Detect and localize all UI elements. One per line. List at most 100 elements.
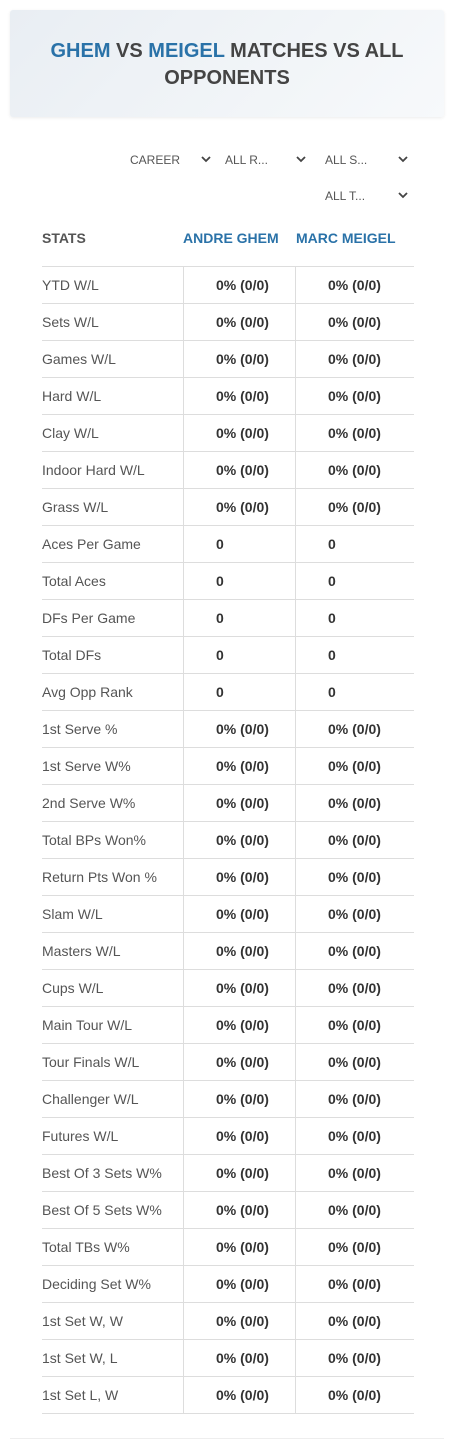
stat-label: Grass W/L [42, 499, 109, 515]
stat-label: DFs Per Game [42, 610, 136, 626]
stat-value: 0% (0/0) [216, 943, 269, 959]
filter-dropdown[interactable]: CAREER [125, 148, 215, 172]
stat-label: Futures W/L [42, 1128, 119, 1144]
stat-value: 0 [328, 573, 336, 589]
stat-value: 0% (0/0) [216, 425, 269, 441]
row-divider [42, 747, 414, 748]
stat-label: Sets W/L [42, 314, 99, 330]
row-divider [42, 821, 414, 822]
stat-value: 0% (0/0) [328, 1165, 381, 1181]
stat-value: 0 [328, 610, 336, 626]
stat-label: 1st Set W, W [42, 1313, 123, 1329]
stat-value: 0% (0/0) [216, 1313, 269, 1329]
row-divider [42, 895, 414, 896]
row-divider [42, 1339, 414, 1340]
column-header: MARC MEIGEL [296, 230, 396, 246]
stat-value: 0% (0/0) [328, 906, 381, 922]
stat-value: 0 [328, 647, 336, 663]
stat-value: 0% (0/0) [216, 314, 269, 330]
stat-value: 0% (0/0) [328, 1313, 381, 1329]
row-divider [42, 858, 414, 859]
vs: VS [116, 40, 143, 62]
title: GHEM VS MEIGEL MATCHES VS ALL OPPONENTS [30, 38, 424, 92]
player2: MEIGEL [148, 40, 225, 62]
player1: GHEM [50, 40, 111, 62]
row-divider [42, 1117, 414, 1118]
stat-value: 0% (0/0) [216, 1017, 269, 1033]
row-divider [42, 1228, 414, 1229]
row-divider [42, 488, 414, 489]
stat-label: Total BPs Won% [42, 832, 147, 848]
stat-value: 0% (0/0) [328, 277, 381, 293]
stat-value: 0% (0/0) [328, 462, 381, 478]
stat-value: 0 [216, 647, 224, 663]
stat-label: YTD W/L [42, 277, 99, 293]
filter-label: ALL R... [225, 153, 268, 167]
row-divider [42, 1413, 414, 1414]
title-rest: MATCHES VS ALL OPPONENTS [164, 40, 404, 89]
filter-dropdown[interactable]: ALL R... [220, 148, 310, 172]
row-divider [42, 1043, 414, 1044]
row-divider [42, 562, 414, 563]
stat-value: 0 [216, 684, 224, 700]
column-divider [295, 266, 296, 1413]
stat-label: Slam W/L [42, 906, 103, 922]
stat-value: 0% (0/0) [328, 1387, 381, 1403]
stat-value: 0 [328, 684, 336, 700]
filter-label: CAREER [130, 153, 181, 167]
stat-value: 0% (0/0) [216, 906, 269, 922]
stat-value: 0% (0/0) [216, 1128, 269, 1144]
stat-value: 0% (0/0) [328, 425, 381, 441]
stat-label: Aces Per Game [42, 536, 141, 552]
stat-value: 0% (0/0) [328, 869, 381, 885]
stat-value: 0% (0/0) [216, 388, 269, 404]
stat-value: 0% (0/0) [328, 832, 381, 848]
stat-value: 0 [216, 573, 224, 589]
stat-value: 0% (0/0) [328, 795, 381, 811]
row-divider [42, 1265, 414, 1266]
stat-label: Total DFs [42, 647, 102, 663]
stat-label: Deciding Set W% [42, 1276, 151, 1292]
row-divider [42, 451, 414, 452]
stat-label: 1st Serve W% [42, 758, 131, 774]
stat-value: 0% (0/0) [328, 314, 381, 330]
stat-label: Clay W/L [42, 425, 99, 441]
stat-value: 0% (0/0) [328, 351, 381, 367]
chevron [296, 156, 306, 163]
stat-value: 0% (0/0) [328, 1350, 381, 1366]
stat-value: 0% (0/0) [328, 758, 381, 774]
row-divider [42, 710, 414, 711]
stat-value: 0% (0/0) [216, 721, 269, 737]
stat-value: 0 [216, 536, 224, 552]
stat-value: 0% (0/0) [328, 943, 381, 959]
row-divider [42, 414, 414, 415]
stat-value: 0% (0/0) [216, 869, 269, 885]
filter-dropdown[interactable]: ALL S... [320, 148, 412, 172]
stat-value: 0% (0/0) [216, 1239, 269, 1255]
row-divider [42, 377, 414, 378]
stat-value: 0% (0/0) [216, 832, 269, 848]
stat-label: Masters W/L [42, 943, 121, 959]
stat-label: Indoor Hard W/L [42, 462, 145, 478]
stat-label: Cups W/L [42, 980, 104, 996]
stat-value: 0% (0/0) [328, 1202, 381, 1218]
column-divider [183, 266, 184, 1413]
stat-label: Tour Finals W/L [42, 1054, 140, 1070]
row-divider [42, 969, 414, 970]
filter-dropdown[interactable]: ALL T... [320, 184, 412, 208]
stat-value: 0% (0/0) [216, 1091, 269, 1107]
stat-value: 0% (0/0) [328, 1054, 381, 1070]
stat-label: Total Aces [42, 573, 106, 589]
stat-label: 1st Set W, L [42, 1350, 118, 1366]
stat-value: 0% (0/0) [216, 1202, 269, 1218]
stat-value: 0% (0/0) [328, 721, 381, 737]
row-divider [42, 636, 414, 637]
stat-value: 0% (0/0) [328, 1091, 381, 1107]
stat-value: 0 [328, 536, 336, 552]
row-divider [42, 266, 414, 267]
stat-label: Total TBs W% [42, 1239, 130, 1255]
stat-label: Best Of 5 Sets W% [42, 1202, 162, 1218]
header: GHEM VS MEIGEL MATCHES VS ALL OPPONENTS [10, 10, 444, 117]
row-divider [42, 1006, 414, 1007]
